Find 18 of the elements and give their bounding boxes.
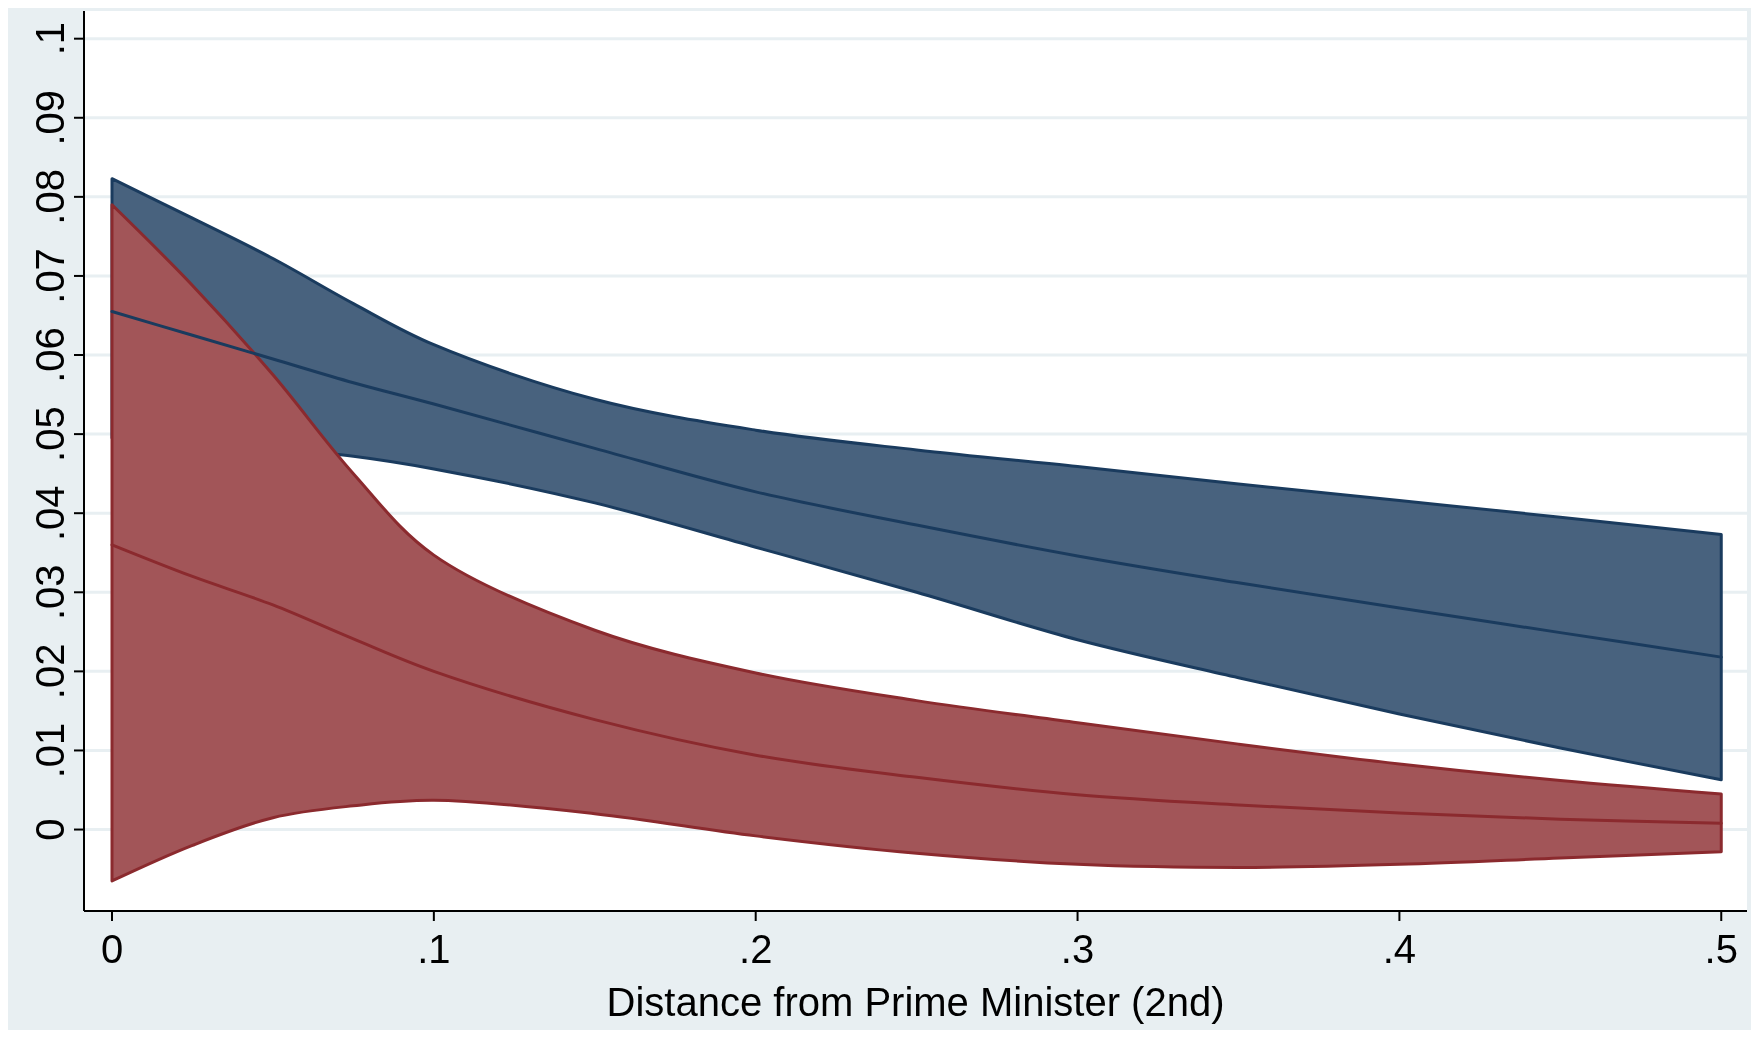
y-tick-label: .03 — [28, 564, 72, 621]
x-axis-title: Distance from Prime Minister (2nd) — [606, 980, 1225, 1024]
x-tick-label: .3 — [1060, 927, 1095, 971]
y-tick-label: .06 — [28, 327, 72, 383]
y-tick-label: .09 — [28, 89, 72, 146]
x-tick-label: 0 — [100, 927, 124, 971]
y-tick-label: .04 — [28, 485, 72, 541]
y-tick-label: .1 — [28, 22, 72, 56]
x-tick-label: .5 — [1704, 927, 1738, 971]
x-tick-label: .2 — [739, 927, 773, 971]
x-tick-label: .4 — [1382, 927, 1417, 971]
y-tick-label: .02 — [28, 643, 72, 700]
y-tick-label: .08 — [28, 169, 72, 225]
y-tick-label: .07 — [28, 248, 72, 304]
x-tick-label: .1 — [417, 927, 451, 971]
y-tick-label: 0 — [28, 818, 72, 841]
y-tick-label: .05 — [28, 406, 72, 462]
y-tick-label: .01 — [28, 722, 72, 779]
